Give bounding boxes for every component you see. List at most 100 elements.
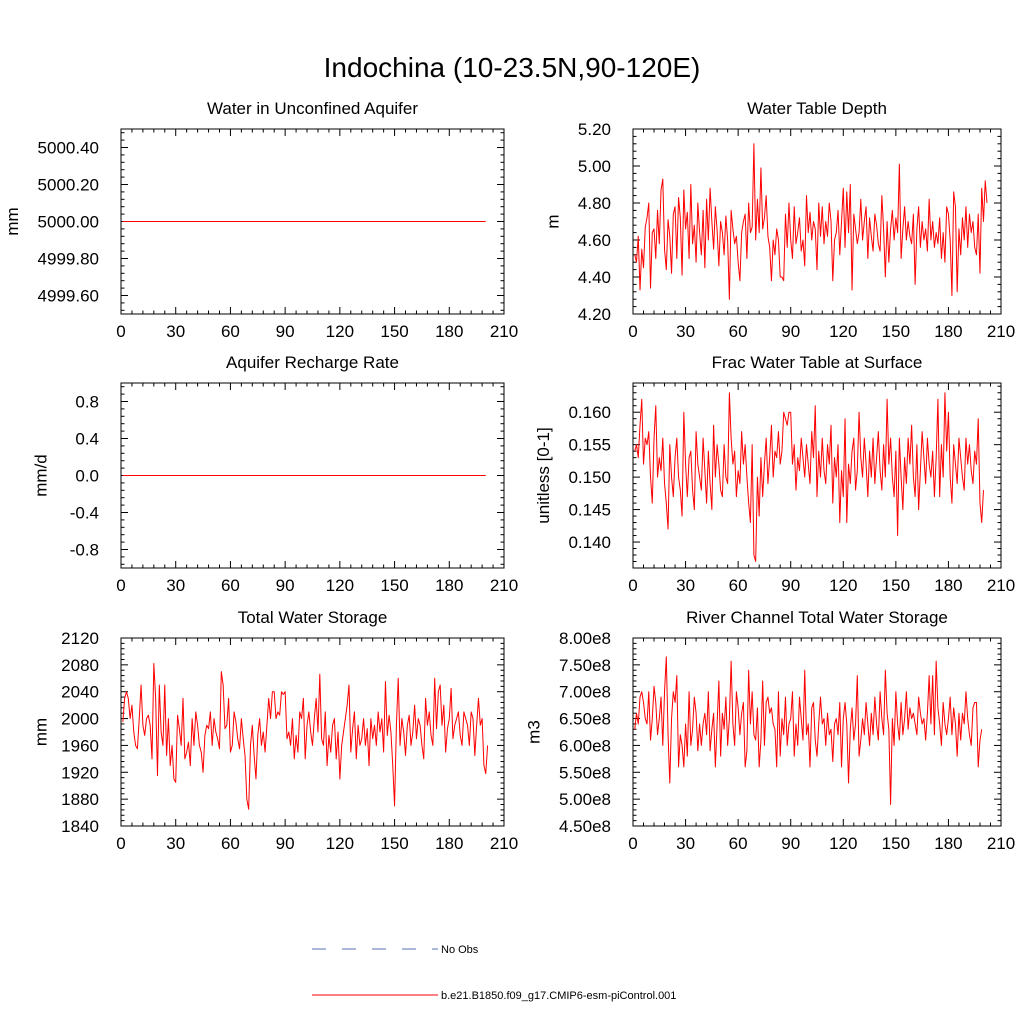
y-tick-label: 0.145 [568, 501, 611, 520]
x-tick-label: 150 [882, 834, 910, 853]
x-tick-label: 90 [276, 576, 295, 595]
panel-4: Frac Water Table at Surface 0 30 60 90 120 150… [534, 353, 1015, 595]
y-tick-label: 4999.80 [38, 250, 99, 269]
y-tick-label: 1840 [61, 817, 99, 836]
x-tick-label: 150 [882, 322, 910, 341]
y-tick-label: 5.00 [578, 157, 611, 176]
x-tick-label: 180 [435, 834, 463, 853]
x-tick-label: 120 [326, 834, 354, 853]
y-axis-label: unitless [0-1] [534, 427, 553, 523]
x-tick-label: 90 [781, 322, 800, 341]
x-tick-label: 150 [380, 576, 408, 595]
y-tick-label: 0.160 [568, 403, 611, 422]
y-tick-label: 5000.40 [38, 139, 99, 158]
x-tick-label: 210 [490, 834, 518, 853]
panel-title: Total Water Storage [238, 608, 388, 627]
x-tick-label: 210 [987, 834, 1015, 853]
panel-title: Water in Unconfined Aquifer [207, 99, 418, 118]
x-tick-label: 180 [934, 576, 962, 595]
panel-2: Water Table Depth 0 30 60 90 120 150 180 210 4.20… [544, 99, 1016, 341]
main-title: Indochina (10-23.5N,90-120E) [323, 52, 701, 83]
panel-title: River Channel Total Water Storage [686, 608, 948, 627]
y-tick-label: 6.50e8 [559, 710, 611, 729]
y-tick-label: 2040 [61, 683, 99, 702]
x-tick-label: 150 [380, 322, 408, 341]
panel-5: Total Water Storage 0 30 60 90 120 150 180 210 18… [32, 608, 519, 853]
legend-model-label: b.e21.B1850.f09_g17.CMIP6-esm-piControl.… [441, 990, 676, 1002]
x-tick-label: 0 [116, 576, 125, 595]
series-line-1 [634, 656, 983, 806]
series-line-1 [634, 143, 988, 300]
x-tick-label: 120 [326, 576, 354, 595]
x-tick-label: 30 [166, 576, 185, 595]
x-tick-label: 120 [326, 322, 354, 341]
y-tick-label: 5.20 [578, 120, 611, 139]
series-line-1 [634, 392, 984, 563]
plot-frame [632, 637, 1002, 827]
y-axis-label: m3 [524, 720, 543, 744]
y-tick-label: 5000.20 [38, 176, 99, 195]
y-tick-label: 5000.00 [38, 213, 99, 232]
y-tick-label: 5.50e8 [559, 763, 611, 782]
x-tick-label: 120 [829, 576, 857, 595]
x-tick-label: 90 [781, 834, 800, 853]
x-tick-label: 180 [934, 834, 962, 853]
y-tick-label: 4.60 [578, 231, 611, 250]
x-tick-label: 120 [829, 834, 857, 853]
y-tick-label: 7.00e8 [559, 683, 611, 702]
y-tick-label: -0.4 [70, 504, 99, 523]
y-tick-label: 2120 [61, 629, 99, 648]
x-tick-label: 30 [676, 576, 695, 595]
y-tick-label: 0.8 [75, 393, 99, 412]
x-tick-label: 60 [221, 834, 240, 853]
x-tick-label: 90 [781, 576, 800, 595]
plot-frame [632, 382, 1002, 569]
x-tick-label: 30 [166, 322, 185, 341]
x-tick-label: 210 [987, 576, 1015, 595]
legend: No Obs b.e21.B1850.f09_g17.CMIP6-esm-piCo… [312, 944, 676, 1002]
x-tick-label: 210 [490, 576, 518, 595]
x-tick-label: 150 [380, 834, 408, 853]
y-tick-label: 1920 [61, 763, 99, 782]
y-tick-label: 4.40 [578, 268, 611, 287]
x-tick-label: 0 [628, 322, 637, 341]
x-tick-label: 120 [829, 322, 857, 341]
x-tick-label: 60 [221, 576, 240, 595]
x-tick-label: 0 [116, 322, 125, 341]
x-tick-label: 0 [628, 834, 637, 853]
x-tick-label: 180 [934, 322, 962, 341]
y-tick-label: 4999.60 [38, 287, 99, 306]
panel-1: Water in Unconfined Aquifer 0 30 60 90 120 150… [3, 99, 518, 341]
legend-obs-label: No Obs [441, 944, 479, 956]
x-tick-label: 90 [276, 834, 295, 853]
x-tick-label: 180 [435, 322, 463, 341]
panel-title: Aquifer Recharge Rate [226, 353, 399, 372]
x-tick-label: 180 [435, 576, 463, 595]
y-tick-label: 2080 [61, 656, 99, 675]
y-tick-label: 4.50e8 [559, 817, 611, 836]
y-tick-label: 0.4 [75, 430, 99, 449]
x-tick-label: 30 [166, 834, 185, 853]
plot-frame [632, 128, 1002, 315]
x-tick-label: 210 [987, 322, 1015, 341]
panel-3: Aquifer Recharge Rate 0 30 60 90 120 150 180 210… [32, 353, 519, 595]
y-axis-label: mm [3, 207, 22, 235]
panel-title: Frac Water Table at Surface [712, 353, 923, 372]
y-tick-label: 4.80 [578, 194, 611, 213]
x-tick-label: 30 [676, 322, 695, 341]
y-tick-label: 2000 [61, 710, 99, 729]
panel-title: Water Table Depth [747, 99, 887, 118]
plot-frame [120, 637, 505, 827]
x-tick-label: 0 [116, 834, 125, 853]
x-tick-label: 60 [729, 576, 748, 595]
panel-6: River Channel Total Water Storage 0 30 60 90… [524, 608, 1015, 853]
y-tick-label: 0.140 [568, 533, 611, 552]
x-tick-label: 30 [676, 834, 695, 853]
y-axis-label: m [544, 214, 563, 228]
x-tick-label: 210 [490, 322, 518, 341]
y-tick-label: 4.20 [578, 305, 611, 324]
x-tick-label: 60 [221, 322, 240, 341]
y-tick-label: 7.50e8 [559, 656, 611, 675]
x-tick-label: 90 [276, 322, 295, 341]
y-tick-label: 0.155 [568, 436, 611, 455]
